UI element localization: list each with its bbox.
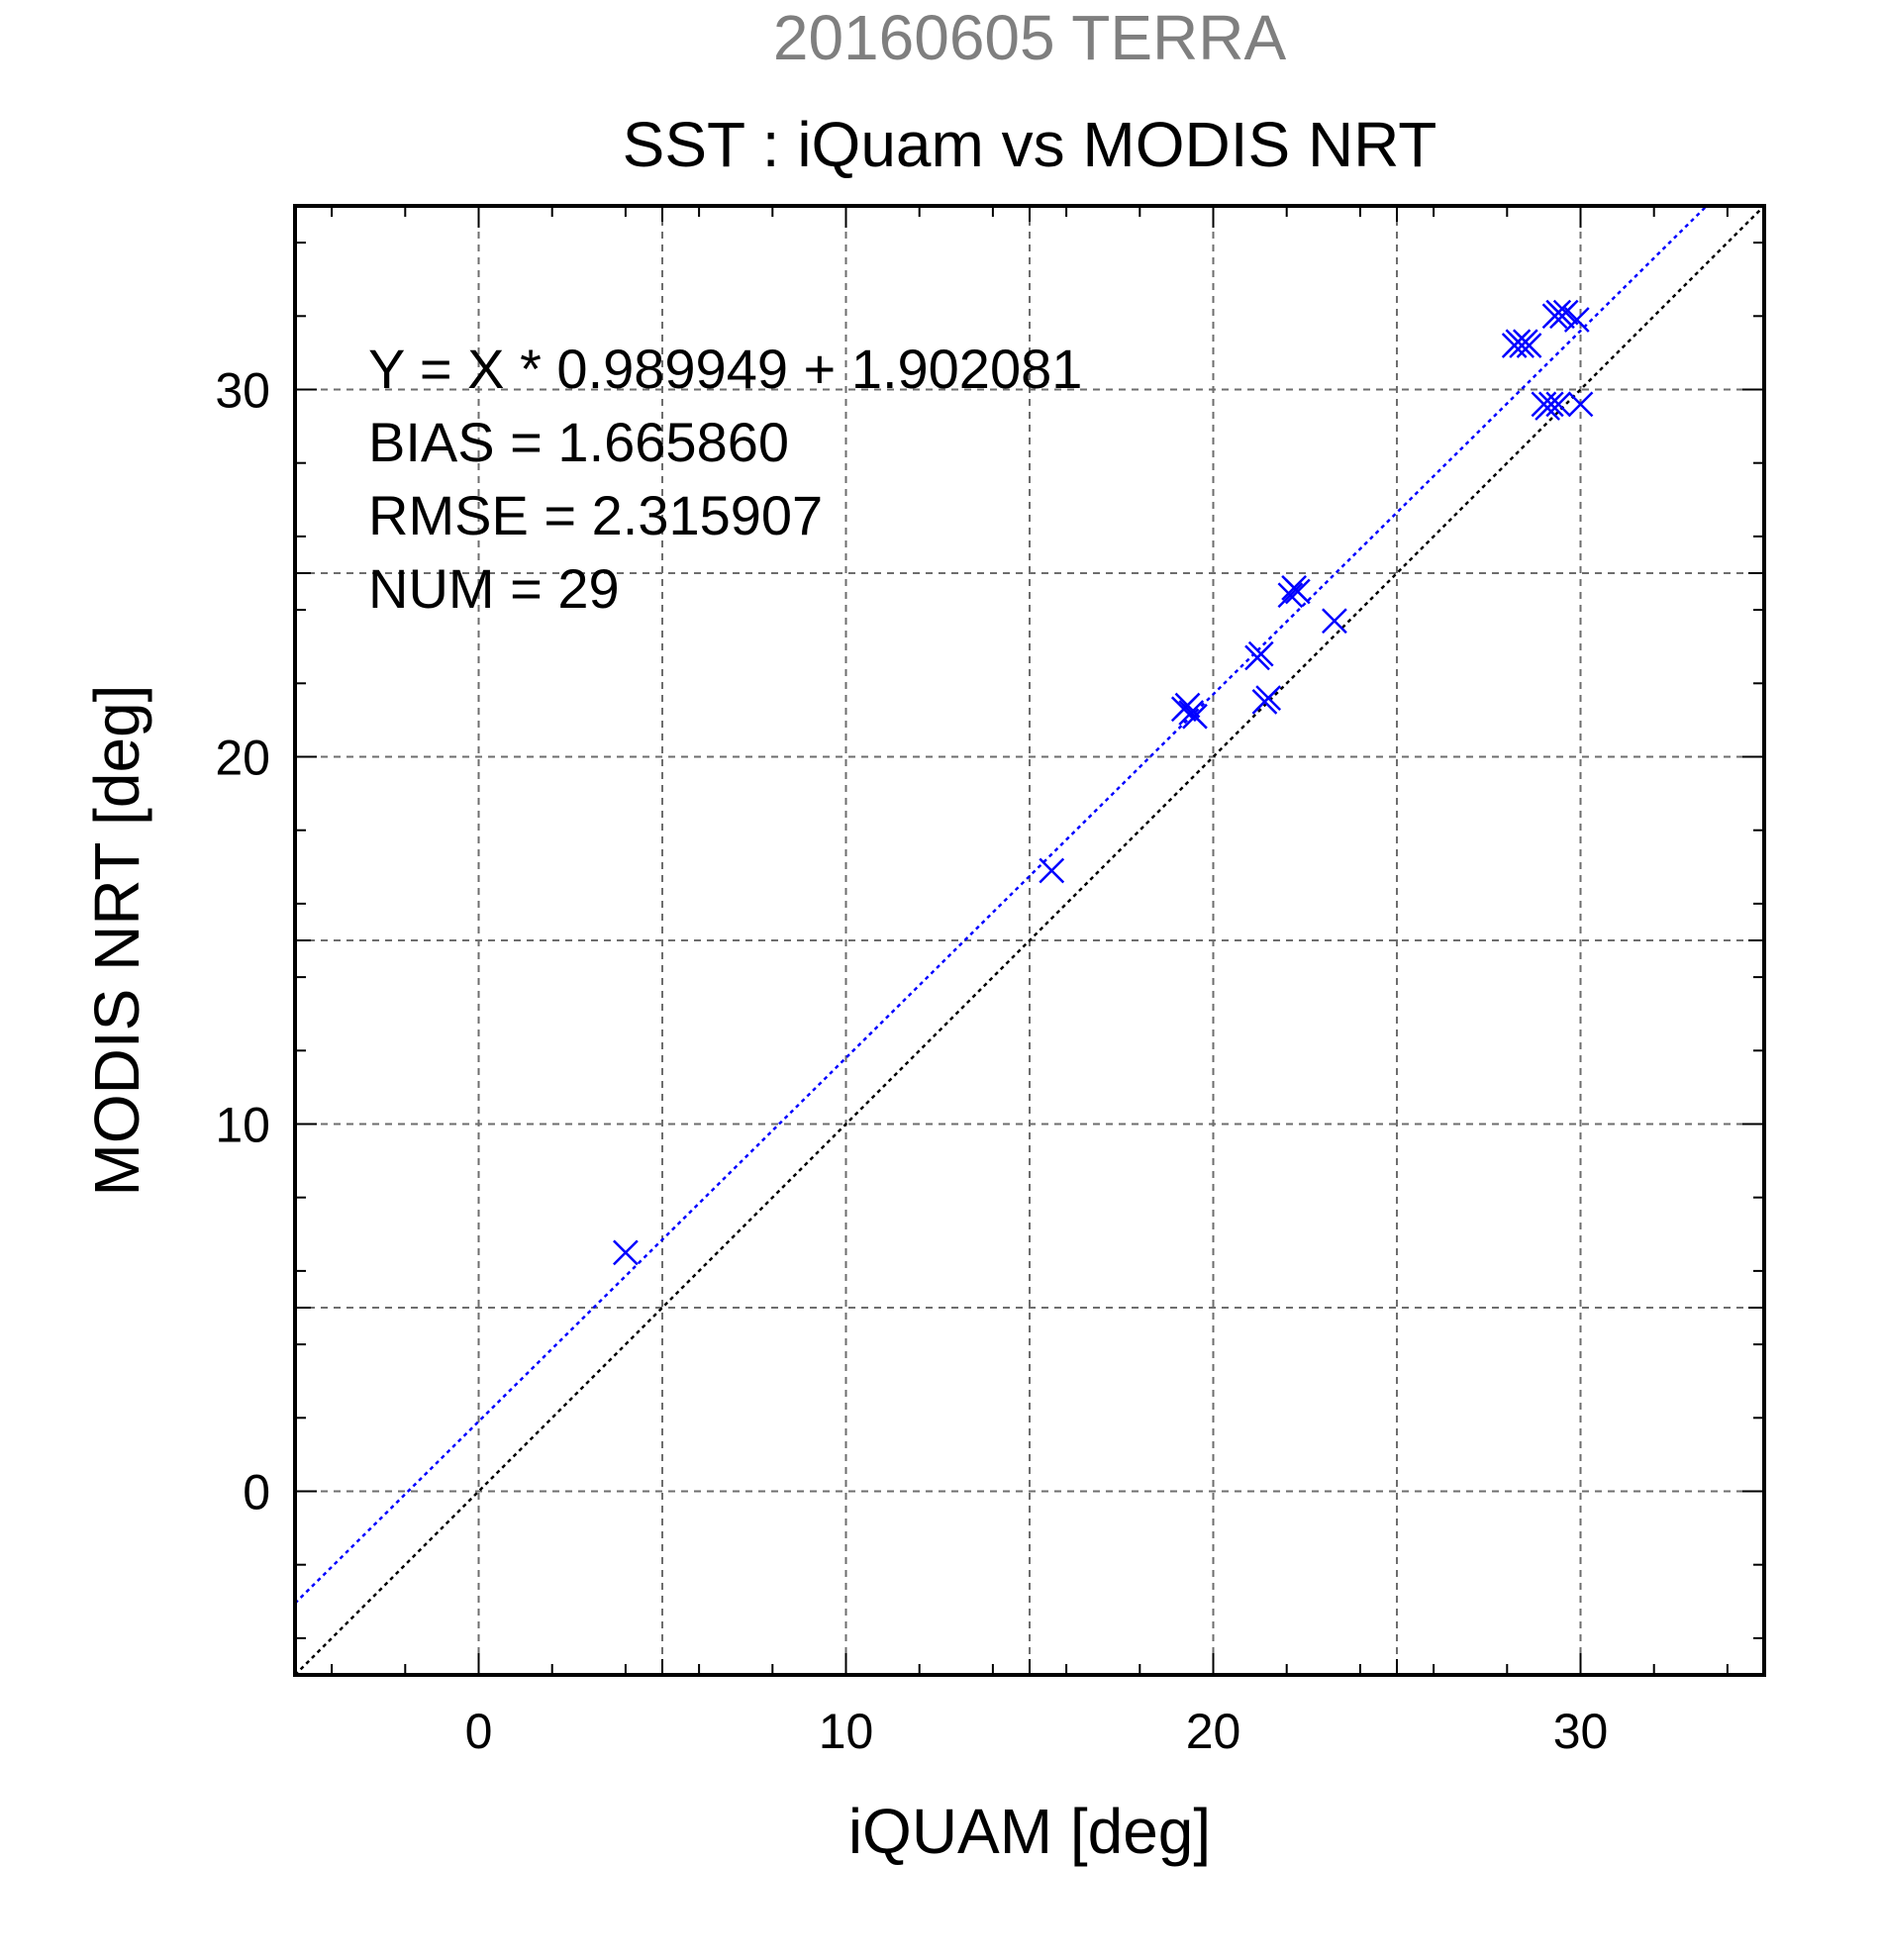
data-point-x-marker [1567, 391, 1594, 418]
data-point-x-marker [1182, 703, 1208, 730]
rmse-text: RMSE = 2.315907 [368, 484, 823, 546]
data-point-x-marker [1039, 857, 1065, 884]
x-tick-label: 30 [1553, 1704, 1609, 1759]
data-point-x-marker [1552, 299, 1579, 326]
data-point-x-marker [613, 1239, 639, 1266]
chart-title: SST : iQuam vs MODIS NRT [623, 109, 1437, 180]
y-axis-label: MODIS NRT [deg] [81, 685, 152, 1197]
x-tick-label: 0 [465, 1704, 493, 1759]
data-point-x-marker [1284, 578, 1311, 605]
tick-labels: 0 10 20 30 0 10 20 30 [215, 363, 1608, 1760]
regression-text: Y = X * 0.989949 + 1.902081 [368, 338, 1082, 400]
y-tick-label: 30 [215, 363, 270, 419]
grid [295, 206, 1764, 1675]
stats-box: Y = X * 0.989949 + 1.902081 BIAS = 1.665… [368, 338, 1082, 620]
data-points [613, 299, 1594, 1266]
data-point-x-marker [1255, 685, 1282, 712]
num-text: NUM = 29 [368, 557, 620, 620]
x-tick-label: 10 [819, 1704, 874, 1759]
data-point-x-marker [1322, 608, 1347, 635]
reference-lines [294, 205, 1765, 1676]
data-point-x-marker [1563, 307, 1590, 333]
data-point-x-marker [1174, 692, 1201, 719]
x-tick-label: 20 [1186, 1704, 1241, 1759]
date-title: 20160605 TERRA [773, 2, 1287, 73]
data-point-x-marker [1516, 333, 1542, 358]
data-point-x-marker [1545, 391, 1572, 418]
identity-line [294, 205, 1765, 1676]
x-axis-label: iQUAM [deg] [848, 1796, 1211, 1867]
data-point-x-marker [1537, 391, 1564, 418]
data-point-x-marker [1247, 640, 1274, 667]
plot-frame [293, 204, 1766, 1677]
y-tick-label: 20 [215, 731, 270, 786]
y-tick-label: 0 [243, 1465, 270, 1520]
bias-text: BIAS = 1.665860 [368, 411, 789, 473]
data-point-x-marker [1277, 582, 1304, 609]
regression-line [294, 205, 1708, 1605]
y-tick-label: 10 [215, 1098, 270, 1153]
